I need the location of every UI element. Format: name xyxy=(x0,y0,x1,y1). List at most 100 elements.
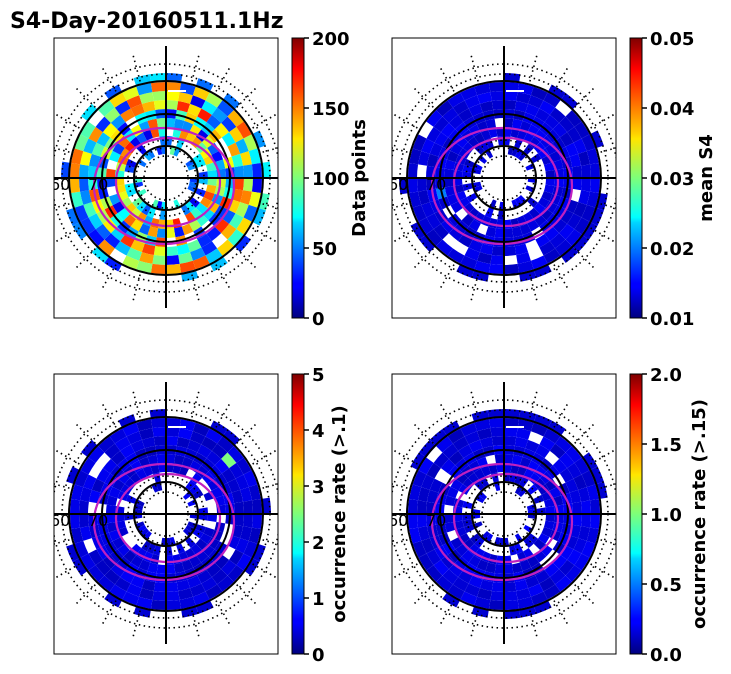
colorbar-tick-label: 1.5 xyxy=(650,435,682,456)
colorbar-tick-label: 4 xyxy=(312,421,325,442)
heatmap-cell xyxy=(589,466,604,485)
longitude-tick xyxy=(215,264,232,291)
heatmap-cell xyxy=(110,114,126,130)
heatmap-cell xyxy=(559,559,575,576)
heatmap-cell xyxy=(527,533,538,544)
polar-plot-area: 60 70 xyxy=(392,46,616,308)
heatmap-cell xyxy=(66,207,81,226)
heatmap-cell xyxy=(197,444,212,459)
heatmap-cell xyxy=(104,443,121,459)
heatmap-cell xyxy=(88,126,103,143)
heatmap-cell xyxy=(461,214,475,227)
heatmap-cell xyxy=(578,487,590,502)
heatmap-cell xyxy=(234,501,244,514)
heatmap-cell xyxy=(474,83,491,96)
heatmap-cell xyxy=(444,521,456,533)
heatmap-cell xyxy=(173,562,185,574)
heatmap-cell xyxy=(408,498,419,514)
heatmap-cell xyxy=(504,219,512,229)
heatmap-cell xyxy=(541,190,553,202)
heatmap-cell xyxy=(240,487,252,502)
heatmap-cell xyxy=(462,501,473,509)
heatmap-cell xyxy=(217,575,234,592)
heatmap-cell xyxy=(123,214,137,227)
heatmap-cell xyxy=(147,562,159,574)
heatmap-cell xyxy=(589,207,604,226)
heatmap-cell xyxy=(80,121,96,139)
heatmap-cell xyxy=(458,108,473,123)
heatmap-cell xyxy=(126,158,137,168)
colorbar-label: Data points xyxy=(349,119,370,237)
heatmap-cell xyxy=(517,419,534,432)
heatmap-cell xyxy=(202,207,215,221)
heatmap-cell xyxy=(504,91,518,101)
heatmap-cell xyxy=(159,210,166,220)
heatmap-cell xyxy=(217,239,234,256)
longitude-tick xyxy=(553,401,570,428)
longitude-tick xyxy=(73,421,96,444)
heatmap-cell xyxy=(578,526,590,541)
heatmap-cell xyxy=(178,588,193,600)
heatmap-cell xyxy=(206,226,222,242)
heatmap-cell xyxy=(511,226,523,238)
heatmap-cell xyxy=(251,207,266,226)
heatmap-cell xyxy=(106,495,118,507)
heatmap-cell xyxy=(190,431,206,445)
heatmap-cell xyxy=(485,118,497,130)
heatmap-cell xyxy=(70,178,81,194)
heatmap-cell xyxy=(504,100,517,110)
heatmap-cell xyxy=(197,569,212,584)
heatmap-cell xyxy=(243,164,253,178)
heatmap-cell xyxy=(543,428,561,444)
heatmap-cell xyxy=(83,138,97,154)
heatmap-cell xyxy=(141,243,156,256)
heatmap-cell xyxy=(543,184,555,194)
longitude-tick xyxy=(590,227,616,244)
heatmap-cell xyxy=(504,591,518,601)
heatmap-cell xyxy=(205,162,217,172)
longitude-tick xyxy=(54,448,80,465)
heatmap-cell xyxy=(460,591,478,606)
heatmap-cell xyxy=(434,132,449,147)
heatmap-cell xyxy=(124,183,135,191)
heatmap-cell xyxy=(426,153,439,168)
heatmap-cell xyxy=(572,514,582,527)
heatmap-cell xyxy=(117,207,130,221)
colorbar-label: occurrence rate (>.1) xyxy=(329,405,350,622)
heatmap-cell xyxy=(479,243,494,256)
heatmap-cell xyxy=(537,148,550,159)
heatmap-cell xyxy=(166,427,180,437)
heatmap-cell xyxy=(139,428,154,440)
longitude-tick xyxy=(590,563,616,580)
heatmap-cell xyxy=(468,103,483,117)
heatmap-cell xyxy=(221,452,237,469)
heatmap-cell xyxy=(452,436,469,451)
heatmap-cell xyxy=(178,129,190,141)
heatmap-cell xyxy=(442,443,459,459)
heatmap-cell xyxy=(79,514,89,528)
heatmap-cell xyxy=(586,191,599,208)
heatmap-cell xyxy=(544,114,560,130)
heatmap-cell xyxy=(248,191,261,208)
heatmap-cell xyxy=(192,86,210,101)
heatmap-cell xyxy=(214,458,230,474)
heatmap-cell xyxy=(485,562,497,574)
longitude-tick xyxy=(100,65,117,92)
heatmap-cell xyxy=(460,422,478,437)
heatmap-cell xyxy=(185,201,196,212)
heatmap-cell xyxy=(166,100,179,110)
heatmap-cell xyxy=(147,226,159,238)
heatmap-cell xyxy=(146,207,156,218)
longitude-tick xyxy=(131,52,141,82)
heatmap-cell xyxy=(554,178,564,188)
pole-mark xyxy=(168,426,186,428)
heatmap-cell xyxy=(110,226,126,242)
heatmap-cell xyxy=(141,100,156,113)
heatmap-cell xyxy=(408,162,419,178)
heatmap-cell xyxy=(581,134,596,152)
colorbar-tick-label: 0 xyxy=(312,309,325,330)
heatmap-cell xyxy=(589,498,600,514)
colorbar-gradient xyxy=(291,373,305,655)
heatmap-cell xyxy=(133,178,143,184)
heatmap-cell xyxy=(412,134,427,152)
